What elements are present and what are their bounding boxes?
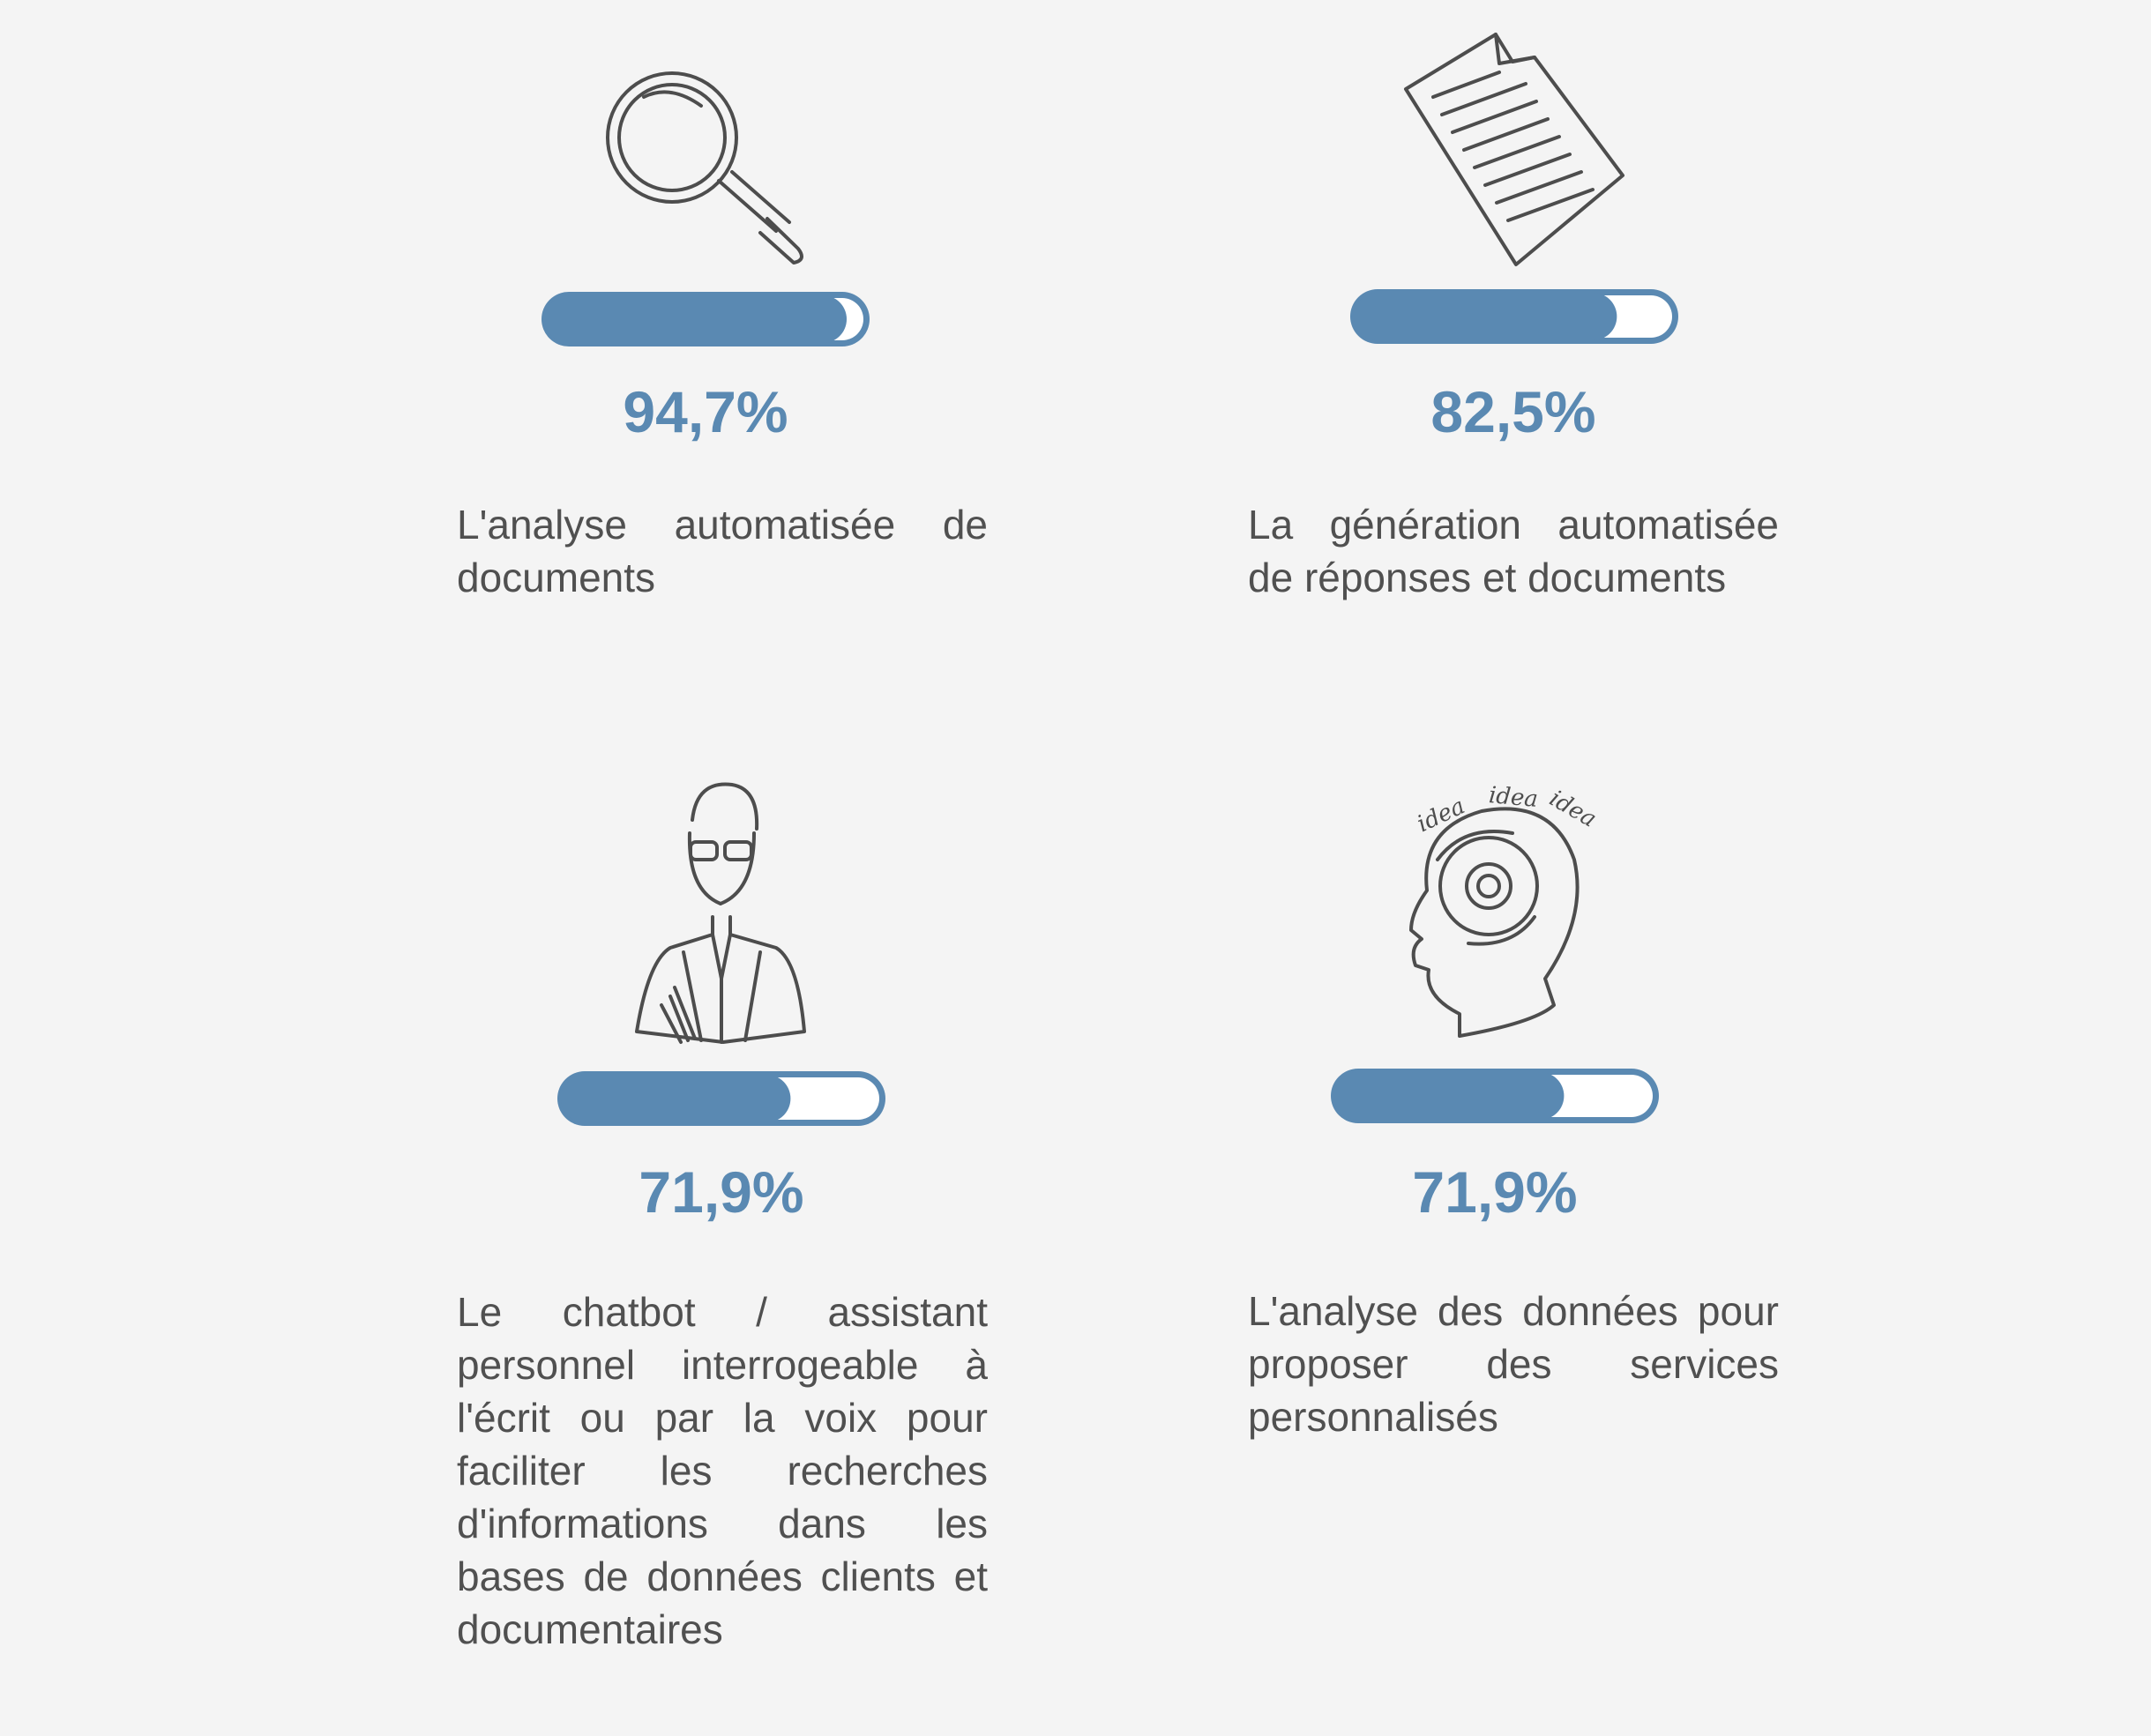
bars (541, 289, 1678, 1126)
magnifier-icon (606, 71, 803, 264)
person-icon (635, 782, 806, 1044)
value-label: 82,5% (1430, 379, 1596, 444)
bar-fill (1354, 293, 1617, 340)
value-label: 94,7% (623, 379, 788, 444)
description: L'analyse des données pour proposer des … (1248, 1288, 1779, 1440)
document-icon (1404, 33, 1624, 266)
description: La génération automatisée de réponses et… (1248, 502, 1779, 600)
description: L'analyse automatisée de documents (457, 502, 988, 600)
description: Le chatbot / assistant personnel interro… (457, 1289, 988, 1652)
value-label: 71,9% (639, 1159, 804, 1225)
icon-text: idea (1488, 782, 1539, 813)
icon-text: idea (1413, 793, 1468, 838)
head-icon (1409, 807, 1580, 1038)
value-label: 71,9% (1412, 1159, 1578, 1225)
bar-fill (545, 295, 848, 343)
bar-fill (561, 1075, 791, 1122)
bar-fill (1334, 1072, 1565, 1120)
